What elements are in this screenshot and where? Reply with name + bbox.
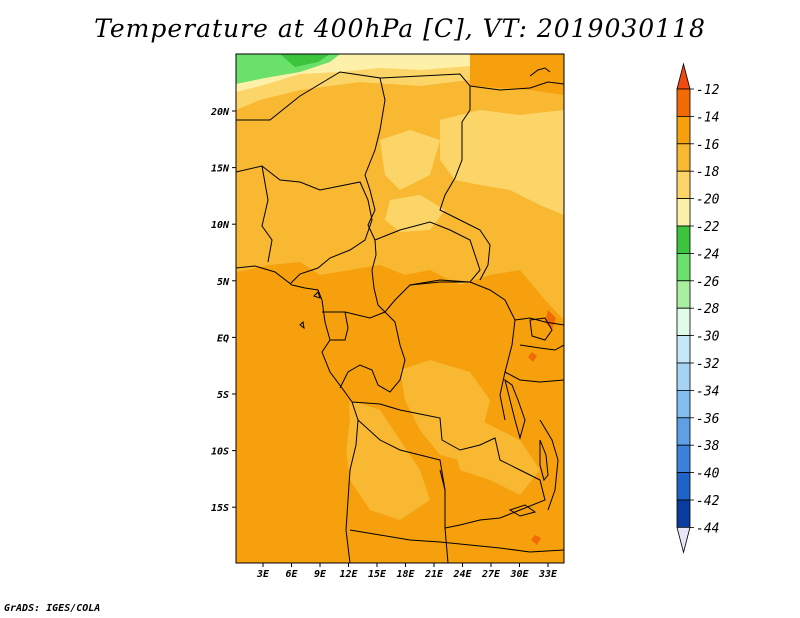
temp-region-16c [345,400,430,520]
temp-region-18b [380,130,440,190]
colorbar-label: -20 [696,193,720,208]
colorbar-swatch [676,335,691,364]
country-borders [236,67,564,563]
lake-tanganyika [504,378,526,440]
chart-title: Temperature at 400hPa [C], VT: 201903011… [94,14,706,43]
colorbar-swatch [676,225,691,254]
lon-label: 15E [368,569,387,580]
border-north-2 [379,73,491,281]
lat-label: 20N [210,107,230,118]
colorbar-swatch [676,170,691,199]
border-central-3 [339,311,406,393]
lon-label: 30E [509,569,529,580]
border-east-1 [514,317,564,326]
lat-label: 15N [211,164,230,175]
temp-region-18d [385,195,445,232]
colorbar-swatch [676,389,691,419]
border-central-2 [322,311,349,341]
border-west-2 [261,165,273,263]
colorbar-top-arrow [676,62,691,90]
border-north-3 [469,81,564,91]
colorbar-swatch [676,198,691,227]
colorbar-label: -32 [696,357,720,372]
lon-label: 21E [424,569,444,580]
lon-label: 9E [314,569,327,580]
temp-region-12c [531,535,541,545]
border-drc-south [351,401,546,529]
colorbar-swatch [676,307,691,337]
colorbar-label: -22 [696,220,720,235]
colorbar-label: -40 [696,467,720,482]
lon-label: 27E [481,569,501,580]
temp-region-12a [545,310,556,330]
border-east-3 [504,371,564,383]
lat-label: EQ [217,333,229,344]
border-drc-north [409,281,516,421]
colorbar-label: -30 [696,330,720,345]
colorbar-label: -16 [696,138,720,153]
colorbar-swatch [676,252,691,282]
temp-region-22 [280,54,330,67]
lon-label: 24E [452,569,472,580]
lat-label: 10S [211,447,229,458]
border-east-4 [539,419,559,511]
colorbar-label: -44 [696,521,719,536]
colorbar-label: -12 [696,83,720,98]
lon-label: 6E [285,569,298,580]
lon-label: 12E [339,569,358,580]
longitude-axis: 3E 6E 9E 12E 15E 18E 21E 24E 27E 30E 33E [256,563,558,580]
colorbar-swatch [676,417,691,446]
border-angola [357,419,446,491]
colorbar-swatch [676,280,691,309]
lake-kariba [508,504,537,517]
colorbar-label: -42 [696,494,720,509]
lake-victoria [529,317,553,341]
temp-region-12b [528,352,537,362]
temp-region-14-west [236,290,350,563]
lon-label: 3E [256,569,270,580]
lat-label: 15S [211,503,229,514]
lake-malawi [539,439,549,482]
colorbar-swatch [676,444,691,474]
border-north-1 [236,71,386,241]
border-south-2 [444,527,449,563]
colorbar-swatch [676,472,691,501]
map-frame [235,53,565,564]
colorbar-swatch [676,362,691,391]
coastline-west [236,265,359,563]
colorbar-label: -36 [696,412,720,427]
border-south-1 [349,529,564,553]
colorbar-label: -24 [696,247,719,262]
colorbar-label: -26 [696,275,720,290]
border-central-1 [371,221,481,313]
latitude-axis: 20N 15N 10N 5N EQ 5S 10S 15S [210,107,236,514]
lat-label: 5N [217,277,230,288]
lat-label: 10N [211,220,230,231]
lon-label: 18E [396,569,415,580]
lat-label: 5S [217,390,229,401]
border-west-1 [236,165,373,285]
colorbar-label: -38 [696,439,720,454]
colorbar-swatch [676,499,691,528]
river-ne [529,67,551,77]
grads-credit: GrADS: IGES/COLA [4,603,101,614]
colorbar-bottom-arrow [676,527,691,554]
map-panel [236,54,564,563]
colorbar: -12 -14 -16 -18 -20 -22 -24 -26 -28 -30 -32 -34 -36 -… [676,62,720,554]
colorbar-label: -28 [696,302,720,317]
gulf-islands [299,291,321,330]
colorbar-swatch [676,143,691,172]
colorbar-label: -18 [696,165,720,180]
colorbar-swatch [676,88,691,117]
border-east-2 [519,344,564,351]
temp-region-18 [440,110,564,215]
lon-label: 33E [538,569,558,580]
colorbar-swatch [676,116,691,145]
temp-region-16d [450,420,540,495]
colorbar-label: -34 [696,384,719,399]
colorbar-label: -14 [696,110,719,125]
